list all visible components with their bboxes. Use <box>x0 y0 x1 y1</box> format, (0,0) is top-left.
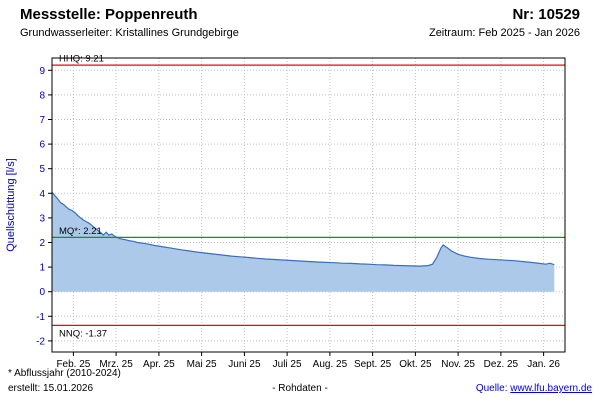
x-tick-label: Okt. 25 <box>399 359 432 370</box>
y-axis-title: Quellschüttung [l/s] <box>5 158 17 252</box>
footnote-abflussjahr: * Abflussjahr (2010-2024) <box>8 368 121 379</box>
discharge-line <box>51 191 555 267</box>
y-tick-label: -2 <box>36 336 45 347</box>
station-number: Nr: 10529 <box>512 6 580 23</box>
station-title: Messstelle: Poppenreuth <box>20 6 198 23</box>
x-tick-label: Feb. 25 <box>56 359 90 370</box>
hhq-label: HHQ: 9.21 <box>59 54 104 65</box>
source: Quelle: www.lfu.bayern.de <box>476 383 592 394</box>
source-link[interactable]: www.lfu.bayern.de <box>510 383 592 394</box>
x-tick-label: Nov. 25 <box>441 359 475 370</box>
y-tick-label: 5 <box>39 164 45 175</box>
plot-frame <box>51 57 566 353</box>
y-tick-label: 4 <box>39 189 45 200</box>
discharge-area <box>52 192 555 292</box>
x-tick-label: Juni 25 <box>228 359 261 370</box>
nnq-label: NNQ: -1.37 <box>59 328 107 339</box>
x-tick-label: Aug. 25 <box>313 359 348 370</box>
mq-label: MQ*: 2.21 <box>59 226 102 237</box>
created-date: erstellt: 15.01.2026 <box>8 383 94 394</box>
y-tick-label: -1 <box>36 312 45 323</box>
x-tick-label: Mai 25 <box>187 359 217 370</box>
x-tick-label: Dez. 25 <box>484 359 519 370</box>
x-tick-label: Sept. 25 <box>354 359 392 370</box>
y-tick-label: 9 <box>39 66 45 77</box>
data-type-label: - Rohdaten - <box>272 383 328 394</box>
period-label: Zeitraum: Feb 2025 - Jan 2026 <box>428 27 580 39</box>
x-tick-label: Jan. 26 <box>527 359 560 370</box>
y-tick-label: 2 <box>39 238 45 249</box>
x-tick-label: Apr. 25 <box>143 359 175 370</box>
y-tick-label: 6 <box>39 140 45 151</box>
x-tick-label: Juli 25 <box>273 359 302 370</box>
y-tick-label: 0 <box>39 287 45 298</box>
y-tick-label: 8 <box>39 90 45 101</box>
x-tick-label: Mrz. 25 <box>99 359 133 370</box>
y-tick-label: 1 <box>39 263 45 274</box>
y-tick-label: 7 <box>39 115 45 126</box>
y-tick-label: 3 <box>39 213 45 224</box>
source-label: Quelle: <box>475 383 508 394</box>
aquifer-label: Grundwasserleiter: Kristallines Grundgeb… <box>20 27 239 39</box>
